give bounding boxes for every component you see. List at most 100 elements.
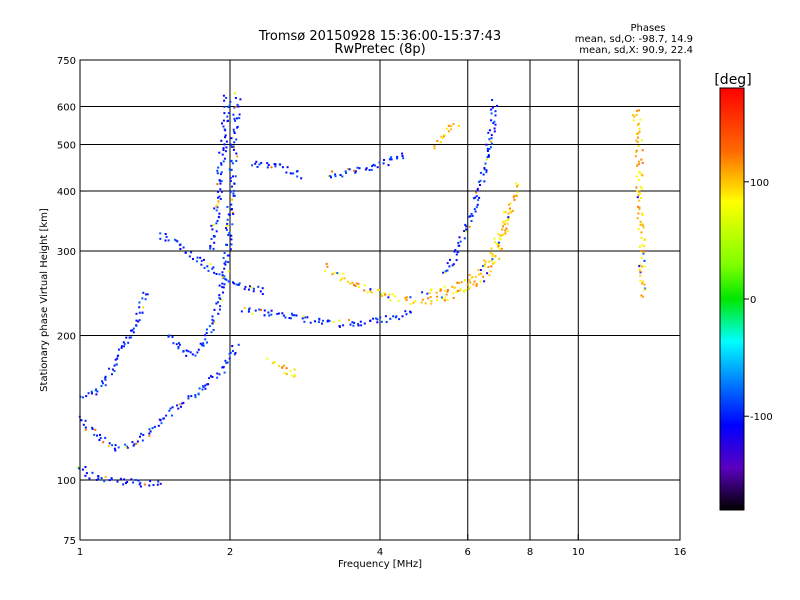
data-point: [515, 194, 518, 197]
data-point: [633, 115, 636, 118]
data-point: [218, 294, 221, 297]
data-point: [175, 239, 178, 242]
data-point: [120, 345, 123, 348]
data-point: [638, 268, 641, 271]
data-point: [326, 265, 329, 268]
data-point: [636, 190, 639, 193]
y-tick-label: 400: [57, 187, 76, 198]
data-point: [353, 321, 356, 324]
data-point: [211, 228, 214, 231]
data-point: [84, 474, 87, 477]
data-point: [372, 317, 375, 320]
data-point: [341, 277, 343, 280]
data-point: [341, 175, 344, 178]
data-point: [444, 270, 447, 273]
data-point: [446, 290, 449, 293]
data-point: [211, 322, 214, 325]
data-point: [99, 433, 101, 436]
data-point: [429, 296, 432, 298]
data-point: [243, 307, 246, 309]
data-point: [219, 188, 222, 191]
data-point: [469, 215, 472, 218]
data-point: [632, 114, 635, 117]
data-point: [77, 466, 80, 469]
data-point: [159, 419, 162, 422]
data-point: [489, 270, 492, 273]
data-point: [226, 218, 229, 221]
data-point: [179, 248, 182, 250]
data-point: [229, 351, 232, 354]
data-point: [220, 190, 223, 193]
data-point: [470, 212, 473, 215]
data-point: [488, 260, 491, 263]
data-points: [77, 92, 646, 488]
data-point: [440, 288, 442, 291]
data-point: [233, 282, 236, 285]
data-point: [231, 350, 234, 352]
data-point: [470, 220, 473, 222]
data-point: [447, 130, 450, 133]
data-point: [286, 166, 289, 169]
data-point: [131, 329, 134, 332]
data-point: [139, 435, 141, 438]
data-point: [296, 175, 299, 178]
data-point: [328, 319, 331, 322]
data-point: [177, 346, 180, 348]
data-point: [639, 270, 642, 273]
data-point: [225, 96, 228, 99]
data-point: [203, 258, 205, 261]
data-point: [458, 281, 460, 284]
data-point: [639, 186, 642, 188]
colorbar-label: [deg]: [714, 72, 751, 88]
data-point: [209, 244, 212, 247]
data-point: [273, 361, 276, 364]
data-point: [331, 170, 334, 173]
data-point: [230, 203, 233, 206]
data-point: [472, 283, 475, 286]
data-point: [194, 396, 197, 399]
data-point: [643, 288, 646, 291]
data-point: [220, 171, 223, 174]
data-point: [223, 99, 226, 102]
data-point: [488, 129, 491, 132]
data-point: [476, 203, 479, 206]
data-point: [489, 140, 492, 143]
data-point: [189, 351, 192, 354]
data-point: [641, 213, 644, 216]
data-point: [382, 162, 385, 165]
data-point: [636, 132, 639, 135]
data-point: [369, 290, 372, 292]
data-point: [506, 222, 509, 225]
data-point: [638, 127, 641, 130]
data-point: [357, 286, 360, 288]
data-point: [330, 176, 332, 179]
data-point: [445, 293, 448, 296]
data-point: [104, 436, 107, 439]
data-point: [507, 230, 509, 233]
data-point: [448, 265, 451, 268]
data-point: [640, 294, 643, 297]
colorbar-tick-label: 0: [750, 295, 756, 306]
data-point: [251, 312, 254, 315]
data-point: [513, 198, 516, 201]
data-point: [111, 444, 114, 447]
data-point: [498, 257, 501, 260]
data-point: [491, 258, 494, 261]
data-point: [636, 196, 639, 199]
data-point: [190, 251, 193, 254]
data-point: [224, 134, 227, 137]
data-point: [479, 171, 482, 174]
data-point: [376, 288, 379, 291]
data-point: [138, 306, 141, 309]
data-point: [494, 123, 497, 126]
data-point: [640, 244, 643, 247]
data-point: [333, 271, 336, 274]
data-point: [346, 280, 349, 283]
data-point: [149, 430, 152, 433]
data-point: [180, 405, 182, 408]
data-point: [100, 385, 103, 387]
y-tick-label: 75: [63, 536, 76, 547]
data-point: [314, 320, 316, 323]
data-point: [204, 334, 207, 337]
data-point: [451, 285, 454, 288]
